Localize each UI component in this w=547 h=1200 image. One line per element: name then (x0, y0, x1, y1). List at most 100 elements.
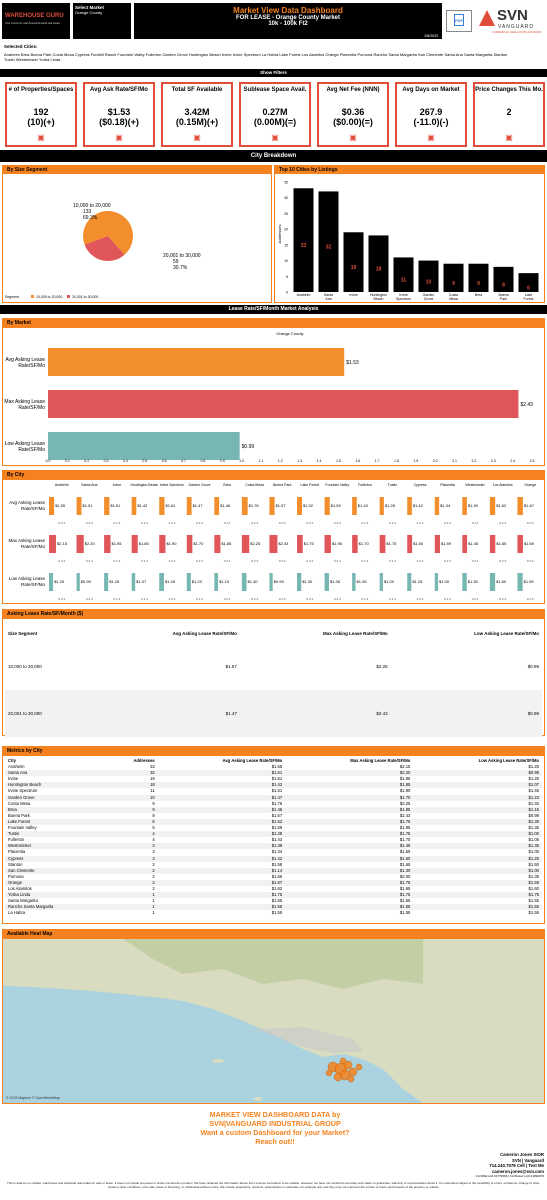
x-tick-label: 1.0 (239, 459, 244, 463)
by-city-axis-ticks: 0 2 4 (389, 597, 396, 601)
table-cell: Stanton (8, 861, 23, 867)
by-city-bar (76, 497, 82, 515)
by-city-axis-ticks: 0 2 4 (334, 559, 341, 563)
table-cell: 1 (152, 910, 155, 916)
top10-category-label: Grove (424, 297, 434, 301)
top10-bar-label: 32 (326, 245, 332, 251)
x-tick-label: 0.4 (123, 459, 128, 463)
table-row: Garden Grove 10 $1.47 $1.70 $1.23 (5, 794, 542, 801)
by-city-bar (462, 497, 467, 515)
by-city-bar (407, 573, 412, 591)
pdf-download-button[interactable]: PDF (446, 10, 472, 32)
table-cell: 19 (150, 776, 155, 782)
kpi-value: $0.36 ($0.00)(=) (319, 107, 387, 128)
by-city-column-header: Brea (223, 483, 230, 487)
show-filters-button[interactable]: Show Filters (0, 69, 547, 77)
by-city-bar (131, 497, 137, 515)
by-city-bar (462, 573, 467, 591)
by-city-axis-ticks: 0 2 4 (527, 597, 534, 601)
by-city-bar (49, 573, 54, 591)
logo-subtext: Your source for warehouse/industrial rea… (5, 22, 60, 25)
table-cell: $1.15 (528, 806, 539, 812)
table-cell: Yorba Linda (8, 892, 31, 898)
top10-bar (443, 263, 464, 292)
by-city-axis-ticks: 0 2 4 (196, 521, 203, 525)
table-cell: $1.00 (528, 867, 539, 873)
by-city-bar-label: $0.99 (274, 579, 285, 584)
by-city-bar (324, 573, 329, 591)
by-city-bar-label: $1.59 (441, 541, 452, 546)
table-cell: Tustin (8, 831, 20, 837)
by-city-bar-label: $1.45 (468, 541, 479, 546)
table-cell: $1.65 (399, 885, 411, 891)
table-cell: $0.99 (528, 812, 539, 818)
disclaimer: This is data for on-market, warehouse an… (6, 1181, 541, 1189)
by-city-column-header: Fountain Valley (325, 483, 349, 487)
heatmap-markers[interactable] (325, 1057, 363, 1083)
by-city-column-header: Huntington Beach (131, 483, 159, 487)
kpi-card: # of Properties/Spaces 192 (10)(+) ▣ (5, 82, 77, 147)
heatmap-map[interactable]: © 2023 Mapbox © OpenStreetMap (3, 939, 544, 1103)
table-cell: 6 (152, 818, 155, 824)
promo-line-1: MARKET VIEW DASHBOARD DATA by (209, 1110, 341, 1119)
size-segment-title: By Size Segment (3, 166, 271, 174)
by-city-bar (104, 573, 109, 591)
by-city-bar (269, 535, 278, 553)
map-marker (333, 1072, 343, 1082)
table-cell: $1.35 (528, 825, 539, 831)
by-city-bar-label: $1.70 (359, 541, 370, 546)
city-breakdown-header: City Breakdown (0, 150, 547, 162)
market-selector[interactable]: Select Market Orange County (73, 3, 131, 39)
selected-cities-list[interactable]: Anaheim Brea Buena Park Costa Mesa Cypre… (4, 51, 508, 62)
table-cell: 1 (152, 898, 155, 904)
contact-phone[interactable]: 714.240.7078 Cell | Text Me (489, 1163, 544, 1169)
page-size-range: 10k - 100k Ft2 (268, 21, 308, 27)
table-cell: 11 (150, 788, 155, 794)
asking-table-header: Size Segment Avg Asking Lease Rate/SF/Mo M… (5, 623, 542, 643)
title-block: Market View Data Dashboard FOR LEASE - O… (134, 3, 442, 39)
top10-category-label: Forest (524, 297, 534, 301)
by-city-bar-label: $1.45 (165, 579, 176, 584)
table-cell: 3 (152, 843, 155, 849)
x-tick-label: 0.9 (220, 459, 225, 463)
by-city-axis-ticks: 0 2 4 (251, 597, 258, 601)
table-cell: $1.46 (271, 806, 283, 812)
x-tick-label: 1.5 (336, 459, 341, 463)
table-cell: $2.15 (399, 764, 411, 770)
table-cell: $1.95 (399, 825, 411, 831)
top10-category-label: Garden (423, 293, 435, 297)
top10-category-label: Brea (475, 293, 482, 297)
by-city-axis-ticks: 0 2 4 (279, 597, 286, 601)
table-cell: $1.67 (271, 879, 283, 885)
metrics-panel: Metrics by City City Addresses Avg Asking … (2, 746, 545, 924)
contact-email[interactable]: cameron.jones@svn.com (492, 1168, 544, 1174)
table-cell: 2 (152, 867, 155, 873)
table-cell: Garden Grove (8, 794, 35, 800)
by-city-bar (517, 497, 523, 515)
by-city-bar (352, 535, 358, 553)
table-cell: Fountain Valley (8, 825, 37, 831)
by-city-bar-label: $2.20 (85, 541, 96, 546)
table-cell: $1.50 (528, 861, 539, 867)
by-city-bar-label: $1.05 (357, 579, 368, 584)
kpi-card: Avg Days on Market 267.9 (-11.0)(-) ▣ (395, 82, 467, 147)
by-city-column-header: Buena Park (273, 483, 292, 487)
select-market-value[interactable]: Orange County (75, 10, 103, 15)
by-city-bar-label: $1.95 (111, 541, 122, 546)
by-city-bar (489, 535, 496, 553)
by-city-bar (379, 497, 384, 515)
kpi-title: Total SF Available (171, 87, 223, 93)
table-row: Placentia 3 $1.34 $1.59 $1.00 (5, 849, 542, 856)
by-city-bar-label: $1.75 (304, 541, 315, 546)
top10-bar (518, 273, 539, 292)
table-cell: Buena Park (8, 812, 30, 818)
kpi-value-change: ($0.00)(=) (333, 117, 373, 128)
by-city-bar-label: $1.60 (496, 579, 507, 584)
by-city-bar-label: $1.43 (358, 503, 369, 508)
table-cell: Santa Margarita (8, 898, 38, 904)
by-city-axis-ticks: 0 2 4 (58, 597, 65, 601)
by-city-axis-ticks: 0 2 4 (86, 597, 93, 601)
building-icon: ▣ (37, 133, 45, 142)
kpi-card: Avg Net Fee (NNN) $0.36 ($0.00)(=) ▣ (317, 82, 389, 147)
calendar-icon: ▣ (427, 133, 435, 142)
